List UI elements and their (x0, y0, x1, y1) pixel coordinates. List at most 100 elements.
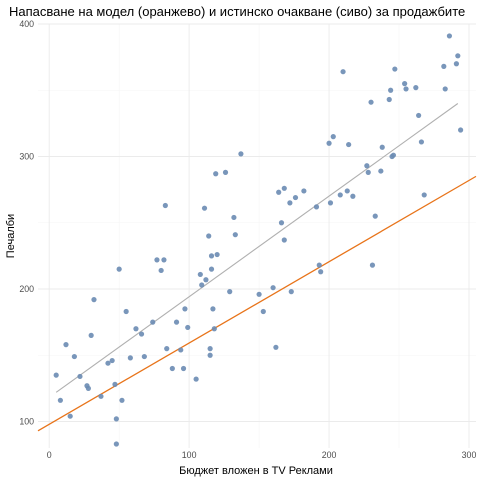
data-point (278, 220, 285, 226)
data-point (105, 360, 111, 366)
y-tick-label: 400 (19, 19, 34, 29)
data-point (178, 347, 184, 353)
data-point (346, 141, 352, 148)
data-point (133, 326, 139, 332)
data-point (446, 33, 453, 39)
data-point (316, 262, 322, 268)
data-point (337, 192, 343, 198)
data-point (416, 112, 422, 119)
data-point (116, 266, 122, 272)
data-point (256, 291, 262, 297)
data-point (222, 169, 229, 175)
data-point (164, 346, 170, 352)
data-point (207, 346, 213, 352)
data-point (158, 267, 164, 274)
data-point (199, 282, 205, 288)
data-point (227, 289, 233, 295)
chart-title: Напасване на модел (оранжево) и истинско… (9, 4, 465, 19)
data-point (392, 66, 398, 72)
lines (37, 103, 477, 432)
data-point (276, 189, 282, 195)
data-point (273, 344, 279, 350)
data-point (260, 308, 266, 315)
data-point (379, 144, 385, 150)
data-point (368, 99, 374, 105)
data-point (344, 188, 350, 194)
data-point (154, 257, 160, 263)
data-point (208, 253, 215, 259)
data-point (318, 269, 324, 275)
data-point (193, 376, 199, 382)
data-point (378, 168, 384, 174)
data-point (386, 96, 392, 103)
data-point (53, 372, 59, 378)
tick-labels: 0 100 200 300 100 200 300 400 (19, 19, 476, 460)
data-point (67, 413, 73, 419)
data-point (113, 441, 119, 447)
data-point (185, 324, 191, 331)
data-point (214, 251, 220, 258)
data-point (326, 140, 332, 146)
data-point (442, 86, 448, 92)
data-point (207, 352, 213, 358)
data-point (418, 139, 425, 145)
data-point (402, 81, 408, 87)
y-tick-label: 200 (19, 284, 34, 294)
data-point (365, 169, 371, 175)
y-tick-label: 300 (19, 152, 34, 162)
data-point (57, 397, 63, 403)
x-tick-label: 300 (462, 450, 477, 460)
x-tick-label: 100 (182, 450, 197, 460)
data-point (340, 69, 346, 75)
data-point (453, 61, 460, 67)
data-point (327, 200, 334, 206)
data-point (208, 266, 215, 272)
data-point (369, 262, 376, 268)
data-point (173, 319, 180, 325)
data-point (141, 353, 147, 360)
x-axis-label: Бюджет вложен в TV Реклами (179, 465, 333, 477)
data-point (109, 357, 115, 364)
data-point (197, 271, 203, 278)
model-fit-line (37, 175, 477, 432)
data-point (213, 171, 219, 177)
data-point (232, 232, 238, 238)
data-point (88, 332, 94, 338)
data-point (287, 200, 293, 206)
data-point (71, 353, 77, 360)
data-point (91, 297, 97, 303)
data-point (119, 397, 125, 403)
data-point (441, 63, 447, 69)
data-point (364, 163, 370, 169)
data-point (63, 342, 69, 348)
data-point (281, 185, 287, 191)
grid (38, 23, 476, 448)
data-point (180, 365, 187, 372)
data-point (127, 355, 133, 361)
data-point (238, 151, 244, 157)
data-point (203, 277, 209, 283)
true-expectation-line (55, 103, 459, 393)
data-point (206, 233, 212, 239)
data-point (77, 373, 83, 380)
data-point (162, 202, 168, 209)
data-point (138, 331, 145, 337)
data-point (112, 381, 118, 387)
data-point (201, 205, 208, 211)
data-point (388, 87, 394, 93)
data-point (211, 326, 217, 332)
data-point (313, 204, 320, 210)
x-tick-label: 200 (322, 450, 337, 460)
data-point (413, 85, 419, 91)
data-point (301, 188, 307, 194)
y-axis-label: Печалби (5, 214, 17, 258)
data-point (161, 257, 167, 263)
data-point (231, 214, 237, 221)
data-point (123, 308, 129, 315)
y-tick-label: 100 (19, 417, 34, 427)
data-point (403, 86, 409, 92)
data-point (390, 152, 397, 158)
data-point (98, 393, 104, 399)
data-point (372, 213, 378, 219)
